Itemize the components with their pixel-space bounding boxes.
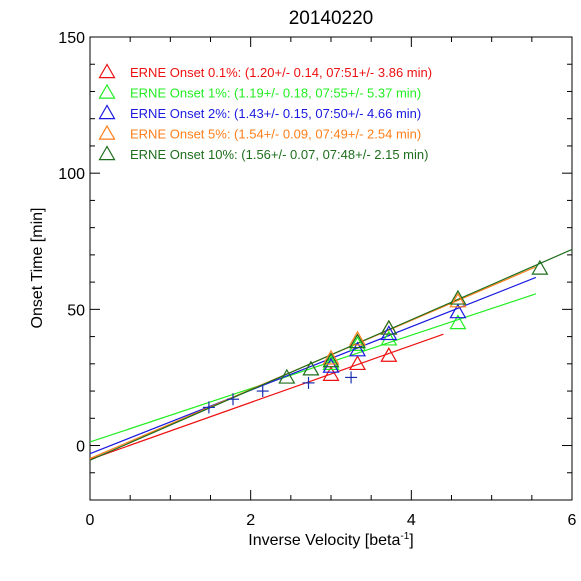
legend-entry: ERNE Onset 1%: (1.19+/- 0.18, 07:55+/- 5… bbox=[98, 83, 421, 101]
legend-label: ERNE Onset 5%: (1.54+/- 0.09, 07:49+/- 2… bbox=[130, 127, 421, 142]
legend-label: ERNE Onset 0.1%: (1.20+/- 0.14, 07:51+/-… bbox=[130, 65, 432, 80]
fit-line bbox=[89, 248, 573, 461]
legend-series-name: ERNE Onset 2%: bbox=[130, 106, 234, 121]
legend-series-stats: (1.20+/- 0.14, 07:51+/- 3.86 min) bbox=[245, 65, 432, 80]
triangle-marker bbox=[449, 303, 467, 319]
triangle-marker bbox=[348, 333, 367, 349]
triangle-marker bbox=[348, 355, 367, 371]
triangle-marker bbox=[380, 319, 398, 335]
x-axis-label-superscript: -1 bbox=[400, 531, 409, 542]
triangle-marker bbox=[322, 357, 340, 373]
cross-marker bbox=[302, 376, 315, 389]
x-axis-label-tail: ] bbox=[409, 532, 413, 549]
axis-tick-labels: 0 2 4 6 0 50 100 150 bbox=[58, 30, 576, 529]
x-tick-label: 6 bbox=[568, 512, 577, 529]
x-axis-label: Inverse Velocity [beta-1] bbox=[248, 531, 413, 549]
cross-marker bbox=[202, 401, 215, 414]
legend-entry: ERNE Onset 10%: (1.56+/- 0.07, 07:48+/- … bbox=[98, 145, 428, 162]
axis-ticks bbox=[89, 36, 573, 501]
triangle-marker bbox=[322, 349, 340, 365]
legend-label: ERNE Onset 2%: (1.43+/- 0.15, 07:50+/- 4… bbox=[130, 106, 421, 121]
x-tick-label: 4 bbox=[407, 512, 416, 529]
legend-series-name: ERNE Onset 0.1%: bbox=[130, 65, 245, 80]
legend-series-stats: (1.19+/- 0.18, 07:55+/- 5.37 min) bbox=[234, 86, 421, 101]
triangle-marker bbox=[302, 360, 320, 376]
y-tick-label: 0 bbox=[76, 439, 85, 456]
y-tick-label: 100 bbox=[58, 166, 85, 183]
legend-label: ERNE Onset 1%: (1.19+/- 0.18, 07:55+/- 5… bbox=[130, 86, 421, 101]
legend-triangle-icon bbox=[98, 145, 116, 161]
legend-entry: ERNE Onset 5%: (1.54+/- 0.09, 07:49+/- 2… bbox=[98, 124, 421, 142]
legend-series-name: ERNE Onset 1%: bbox=[130, 86, 234, 101]
x-axis-label-main: Inverse Velocity [beta bbox=[248, 532, 400, 549]
legend: ERNE Onset 0.1%: (1.20+/- 0.14, 07:51+/-… bbox=[98, 63, 432, 162]
cross-marker bbox=[226, 393, 239, 406]
legend-series-stats: (1.43+/- 0.15, 07:50+/- 4.66 min) bbox=[234, 106, 421, 121]
x-tick-label: 0 bbox=[86, 512, 95, 529]
triangle-marker bbox=[380, 325, 398, 341]
triangle-marker bbox=[322, 352, 340, 368]
x-tick-label: 2 bbox=[246, 512, 255, 529]
fit-line bbox=[89, 293, 537, 443]
triangle-marker bbox=[348, 341, 367, 357]
triangle-marker bbox=[449, 289, 467, 305]
y-tick-label: 50 bbox=[67, 302, 85, 319]
cross-marker bbox=[256, 385, 269, 398]
y-axis-label: Onset Time [min] bbox=[29, 208, 46, 329]
triangle-marker bbox=[348, 330, 367, 346]
legend-triangle-icon bbox=[98, 104, 116, 120]
triangle-marker bbox=[322, 355, 340, 371]
legend-series-stats: (1.54+/- 0.09, 07:49+/- 2.54 min) bbox=[234, 127, 421, 142]
legend-series-name: ERNE Onset 5%: bbox=[130, 127, 234, 142]
legend-triangle-icon bbox=[98, 124, 116, 140]
cross-marker bbox=[345, 371, 358, 384]
triangle-marker bbox=[380, 330, 398, 346]
triangle-marker bbox=[531, 259, 549, 275]
triangle-marker bbox=[380, 346, 398, 362]
data-markers bbox=[202, 259, 549, 414]
legend-entry: ERNE Onset 0.1%: (1.20+/- 0.14, 07:51+/-… bbox=[98, 63, 432, 80]
y-tick-label: 150 bbox=[58, 30, 85, 47]
triangle-marker bbox=[449, 314, 467, 330]
triangle-marker bbox=[322, 366, 340, 381]
legend-entry: ERNE Onset 2%: (1.43+/- 0.15, 07:50+/- 4… bbox=[98, 104, 421, 121]
triangle-marker bbox=[348, 336, 367, 351]
legend-triangle-icon bbox=[98, 63, 116, 79]
triangle-marker bbox=[278, 368, 296, 384]
legend-series-stats: (1.56+/- 0.07, 07:48+/- 2.15 min) bbox=[241, 147, 428, 162]
chart-title: 20140220 bbox=[289, 8, 374, 29]
legend-triangle-icon bbox=[98, 83, 116, 99]
legend-series-name: ERNE Onset 10%: bbox=[130, 147, 241, 162]
triangle-marker bbox=[449, 292, 467, 308]
legend-label: ERNE Onset 10%: (1.56+/- 0.07, 07:48+/- … bbox=[130, 147, 428, 162]
